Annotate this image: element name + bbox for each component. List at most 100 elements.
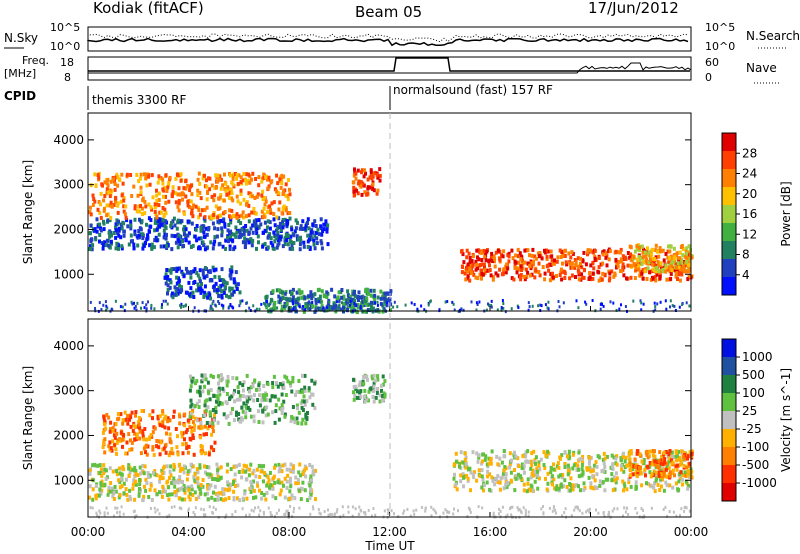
- echo-cell: [645, 277, 649, 281]
- echo-cell: [277, 288, 281, 293]
- echo-cell: [212, 511, 215, 515]
- echo-cell: [613, 487, 617, 492]
- echo-cell: [575, 299, 578, 303]
- echo-cell: [196, 177, 200, 182]
- echo-cell: [277, 469, 281, 474]
- echo-cell: [213, 226, 217, 231]
- echo-cell: [120, 246, 124, 251]
- echo-cell: [212, 268, 216, 273]
- echo-cell: [232, 489, 236, 494]
- echo-cell: [299, 224, 303, 229]
- echo-cell: [627, 452, 631, 457]
- echo-cell: [501, 254, 505, 259]
- echo-cell: [484, 258, 488, 263]
- echo-cell: [668, 473, 672, 478]
- echo-cell: [627, 463, 631, 468]
- echo-cell: [161, 423, 165, 428]
- echo-cell: [211, 246, 215, 251]
- echo-cell: [250, 239, 254, 244]
- echo-cell: [597, 278, 601, 283]
- echo-cell: [255, 467, 259, 472]
- echo-cell: [521, 259, 524, 263]
- echo-cell: [587, 475, 591, 480]
- echo-cell: [165, 268, 169, 272]
- echo-cell: [586, 508, 589, 512]
- echo-cell: [147, 495, 151, 499]
- echo-cell: [285, 479, 289, 484]
- echo-cell: [688, 509, 691, 513]
- echo-cell: [537, 261, 541, 266]
- echo-cell: [129, 219, 133, 224]
- echo-cell: [133, 217, 137, 222]
- echo-cell: [327, 301, 331, 306]
- echo-cell: [378, 178, 382, 183]
- echo-cell: [632, 261, 636, 266]
- echo-cell: [196, 481, 200, 486]
- echo-cell: [290, 493, 294, 498]
- echo-cell: [91, 202, 95, 207]
- echo-cell: [653, 257, 657, 262]
- echo-cell: [628, 459, 632, 464]
- echo-cell: [363, 399, 367, 404]
- echo-cell: [111, 308, 114, 312]
- echo-cell: [176, 245, 180, 250]
- echo-cell: [314, 497, 317, 502]
- colorbar-tick-label: -100: [742, 440, 769, 454]
- echo-cell: [128, 417, 131, 422]
- echo-cell: [558, 273, 562, 277]
- echo-cell: [501, 505, 504, 509]
- echo-cell: [555, 274, 558, 278]
- echo-cell: [193, 513, 196, 517]
- echo-cell: [311, 392, 315, 397]
- echo-cell: [342, 296, 346, 301]
- echo-cell: [573, 258, 577, 262]
- echo-cell: [133, 466, 137, 470]
- echo-cell: [239, 221, 243, 226]
- echo-cell: [146, 234, 150, 239]
- echo-cell: [377, 308, 379, 312]
- echo-cell: [454, 451, 458, 456]
- echo-cell: [296, 478, 300, 482]
- echo-cell: [213, 235, 217, 240]
- colorbar-tick-label: 24: [742, 167, 757, 181]
- echo-cell: [459, 450, 463, 455]
- echo-cell: [516, 456, 520, 461]
- echo-cell: [158, 452, 162, 457]
- echo-cell: [559, 267, 563, 272]
- echo-cell: [118, 493, 122, 498]
- nsearch-tick-bottom: 10^0: [705, 40, 735, 53]
- echo-cell: [120, 505, 123, 509]
- colorbar-segment: [722, 339, 736, 358]
- echo-cell: [299, 235, 302, 240]
- echo-cell: [173, 464, 177, 469]
- echo-cell: [505, 262, 509, 267]
- echo-cell: [565, 262, 569, 267]
- echo-cell: [150, 498, 154, 502]
- echo-cell: [247, 219, 251, 224]
- echo-cell: [666, 474, 670, 479]
- echo-cell: [511, 505, 514, 509]
- echo-cell: [139, 227, 143, 232]
- echo-cell: [198, 463, 202, 468]
- echo-cell: [113, 187, 117, 192]
- y-tick-label: 1000: [53, 267, 84, 281]
- echo-cell: [147, 216, 151, 221]
- echo-cell: [138, 176, 142, 181]
- echo-cell: [186, 199, 190, 204]
- echo-cell: [455, 459, 458, 464]
- echo-cell: [127, 466, 131, 471]
- echo-cell: [467, 251, 471, 256]
- echo-cell: [107, 488, 111, 493]
- echo-cell: [249, 385, 253, 390]
- echo-cell: [275, 511, 278, 515]
- echo-cell: [203, 413, 207, 418]
- echo-cell: [140, 219, 144, 224]
- echo-cell: [363, 394, 366, 399]
- echo-cell: [433, 509, 436, 513]
- colorbar-segment: [722, 187, 736, 206]
- echo-cell: [674, 450, 678, 455]
- echo-cell: [660, 454, 664, 459]
- echo-cell: [355, 389, 359, 394]
- echo-cell: [537, 463, 541, 468]
- echo-cell: [225, 392, 229, 396]
